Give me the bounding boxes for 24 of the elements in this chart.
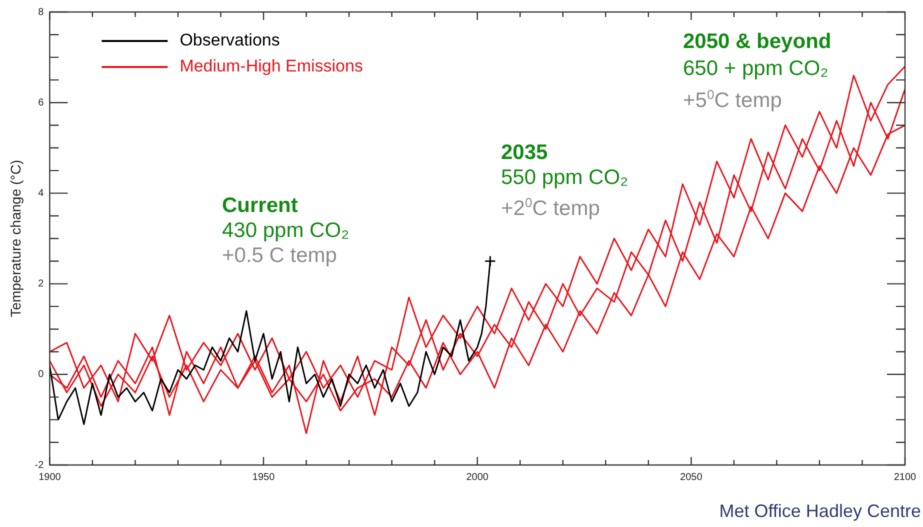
annotation: +5$^{0}$C temp bbox=[683, 86, 782, 113]
y-axis-title: Temperature change (°C) bbox=[7, 160, 24, 318]
legend-label: Medium-High Emissions bbox=[180, 56, 363, 76]
annotation: 430 ppm CO₂ bbox=[222, 218, 350, 243]
y-tick-label: 6 bbox=[38, 97, 44, 108]
x-tick-label: 1900 bbox=[38, 472, 62, 483]
annotation: 2050 & beyond bbox=[683, 29, 832, 54]
y-tick-label: -2 bbox=[34, 460, 44, 471]
annotation: 550 ppm CO₂ bbox=[501, 165, 628, 190]
annotation: +2$^{0}$C temp bbox=[501, 194, 600, 221]
x-tick-label: 2050 bbox=[680, 472, 703, 483]
annotation: 650 + ppm CO₂ bbox=[683, 56, 828, 81]
annotation: Current bbox=[222, 193, 298, 218]
legend-label: Observations bbox=[180, 30, 280, 50]
text: Met Office Hadley Centre bbox=[719, 500, 921, 522]
annotation: 2035 bbox=[501, 140, 548, 165]
y-tick-label: 0 bbox=[38, 369, 44, 380]
x-tick-label: 2000 bbox=[466, 472, 489, 483]
y-tick-label: 4 bbox=[38, 188, 44, 199]
y-tick-label: 2 bbox=[38, 278, 44, 290]
x-tick-label: 1950 bbox=[252, 472, 276, 483]
x-tick-label: 2100 bbox=[894, 472, 917, 483]
y-tick-label: 8 bbox=[38, 6, 44, 18]
annotation: +0.5 C temp bbox=[222, 243, 337, 268]
